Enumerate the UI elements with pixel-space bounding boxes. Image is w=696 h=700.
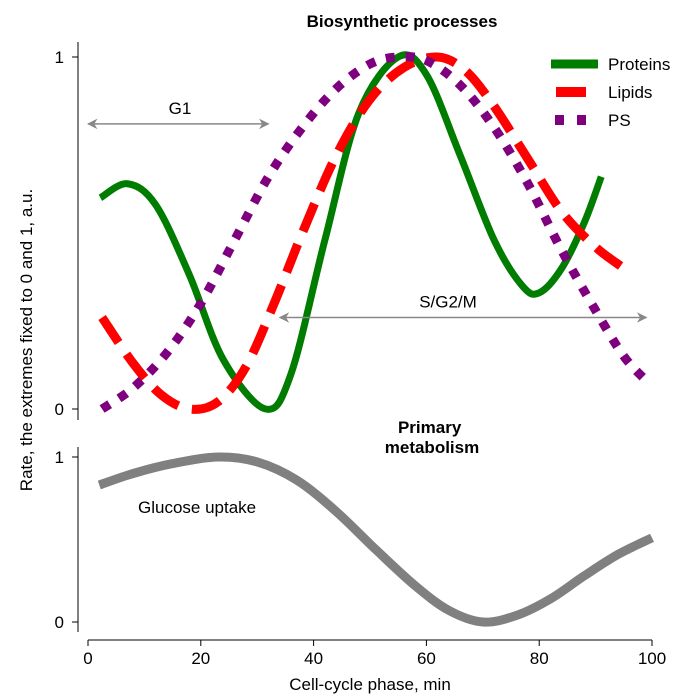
series-line-lipids: [98, 52, 627, 414]
bottom-title-line2: metabolism: [385, 438, 479, 457]
phase-label: G1: [169, 99, 192, 118]
x-tick-label: 100: [638, 649, 666, 668]
glucose-uptake-label: Glucose uptake: [138, 498, 256, 517]
x-axis-label: Cell-cycle phase, min: [289, 675, 451, 694]
phase-label: S/G2/M: [419, 292, 477, 311]
legend-label: PS: [608, 111, 631, 130]
x-tick-label: 40: [304, 649, 323, 668]
legend-label: Lipids: [608, 83, 652, 102]
x-tick-label: 0: [83, 649, 92, 668]
y-tick-label: 1: [55, 448, 64, 467]
top-panel-title: Biosynthetic processes: [307, 12, 498, 31]
y-axis-label: Rate, the extremes fixed to 0 and 1, a.u…: [17, 189, 36, 491]
y-tick-label: 1: [55, 48, 64, 67]
y-tick-label: 0: [55, 400, 64, 419]
legend-label: Proteins: [608, 55, 670, 74]
y-tick-label: 0: [55, 613, 64, 632]
x-tick-label: 20: [191, 649, 210, 668]
bottom-panel-title: Primary metabolism: [385, 418, 479, 457]
bottom-title-line1: Primary: [398, 418, 462, 437]
series-line-ps: [99, 52, 650, 413]
x-tick-label: 80: [530, 649, 549, 668]
x-tick-label: 60: [417, 649, 436, 668]
series-line-glucose-uptake: [97, 452, 654, 627]
